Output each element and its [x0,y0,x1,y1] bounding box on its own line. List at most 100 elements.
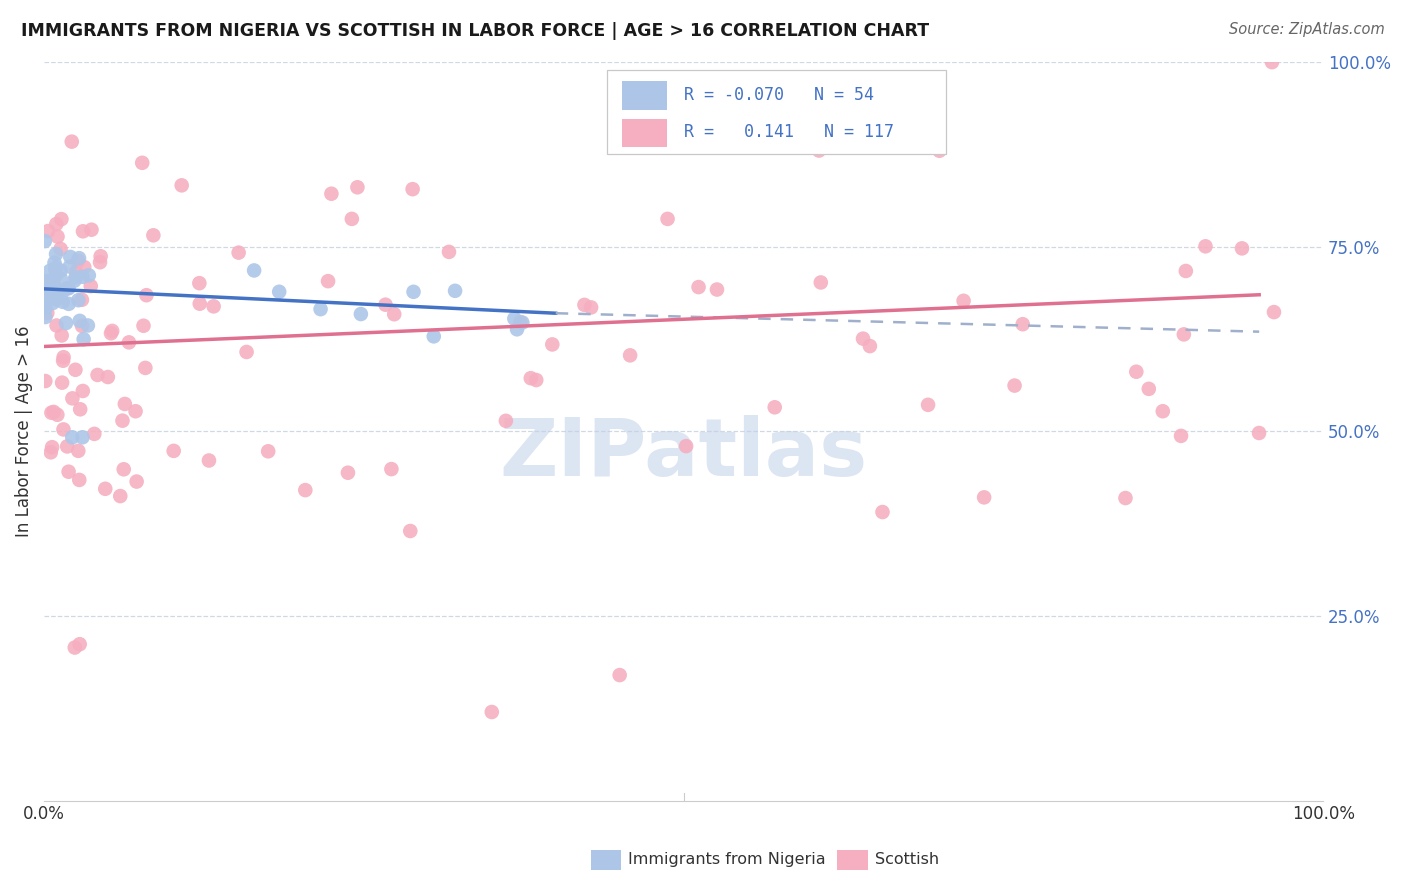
Point [77,268,100,283]
Point [101,324,124,338]
Point [1170,429,1192,443]
Point [198,453,221,467]
Point [34,276,56,290]
Point [579,301,602,315]
Point [852,332,875,346]
Point [34,301,56,316]
Point [38,277,60,291]
Point [170,178,193,193]
Point [72,269,94,284]
Point [67,473,90,487]
Point [859,339,882,353]
Point [235,345,257,359]
Point [65,265,87,279]
Point [202,299,225,313]
Point [49,242,72,256]
Point [1194,239,1216,253]
Point [346,180,368,194]
FancyBboxPatch shape [623,119,666,147]
Point [763,401,786,415]
Point [675,439,697,453]
Point [1011,317,1033,331]
Point [481,705,503,719]
Point [100,326,122,341]
Point [46,229,69,244]
Point [917,398,939,412]
Point [374,298,396,312]
Point [52,350,75,364]
Point [269,285,291,299]
Point [52,422,75,436]
Point [70,318,93,333]
Point [59,250,82,264]
Point [111,414,134,428]
Point [51,376,73,390]
Point [321,186,343,201]
Point [1114,491,1136,505]
Point [86,368,108,382]
Point [316,274,339,288]
Point [46,408,69,422]
Text: IMMIGRANTS FROM NIGERIA VS SCOTTISH IN LABOR FORCE | AGE > 16 CORRELATION CHART: IMMIGRANTS FROM NIGERIA VS SCOTTISH IN L… [21,22,929,40]
Y-axis label: In Labor Force | Age > 16: In Labor Force | Age > 16 [15,326,32,537]
Point [66,254,89,268]
Point [34,298,56,312]
Point [37,306,59,320]
Point [69,402,91,417]
Point [619,348,641,362]
Point [574,298,596,312]
Point [67,251,90,265]
Point [51,328,73,343]
Point [1152,404,1174,418]
Point [294,483,316,497]
Point [131,156,153,170]
Point [63,274,86,288]
Point [67,443,90,458]
Point [810,276,832,290]
Point [401,182,423,196]
Point [524,373,547,387]
Point [38,285,60,299]
Point [437,244,460,259]
Point [60,392,83,406]
Point [55,316,77,330]
Text: Immigrants from Nigeria: Immigrants from Nigeria [628,853,827,867]
Point [52,294,75,309]
Point [1263,305,1285,319]
Point [41,286,63,301]
Text: Source: ZipAtlas.com: Source: ZipAtlas.com [1229,22,1385,37]
Point [58,465,80,479]
Point [80,279,103,293]
Point [37,287,59,301]
Point [97,370,120,384]
Point [34,234,56,248]
Point [340,211,363,226]
Point [336,466,359,480]
Point [45,293,67,307]
Point [382,307,405,321]
Point [506,322,529,336]
Point [609,668,631,682]
Point [423,329,446,343]
Point [688,280,710,294]
Point [520,371,543,385]
Point [42,277,65,292]
Point [34,296,56,310]
Point [512,316,534,330]
Point [77,318,100,333]
Point [73,260,96,274]
Point [914,131,936,145]
Point [45,318,67,333]
Point [52,284,75,298]
Point [1247,425,1270,440]
Point [228,245,250,260]
Point [65,363,87,377]
Point [257,444,280,458]
Point [63,640,86,655]
Point [41,406,63,420]
Point [1173,327,1195,342]
Point [952,293,974,308]
Point [1174,264,1197,278]
Point [35,274,58,288]
Point [67,293,90,308]
